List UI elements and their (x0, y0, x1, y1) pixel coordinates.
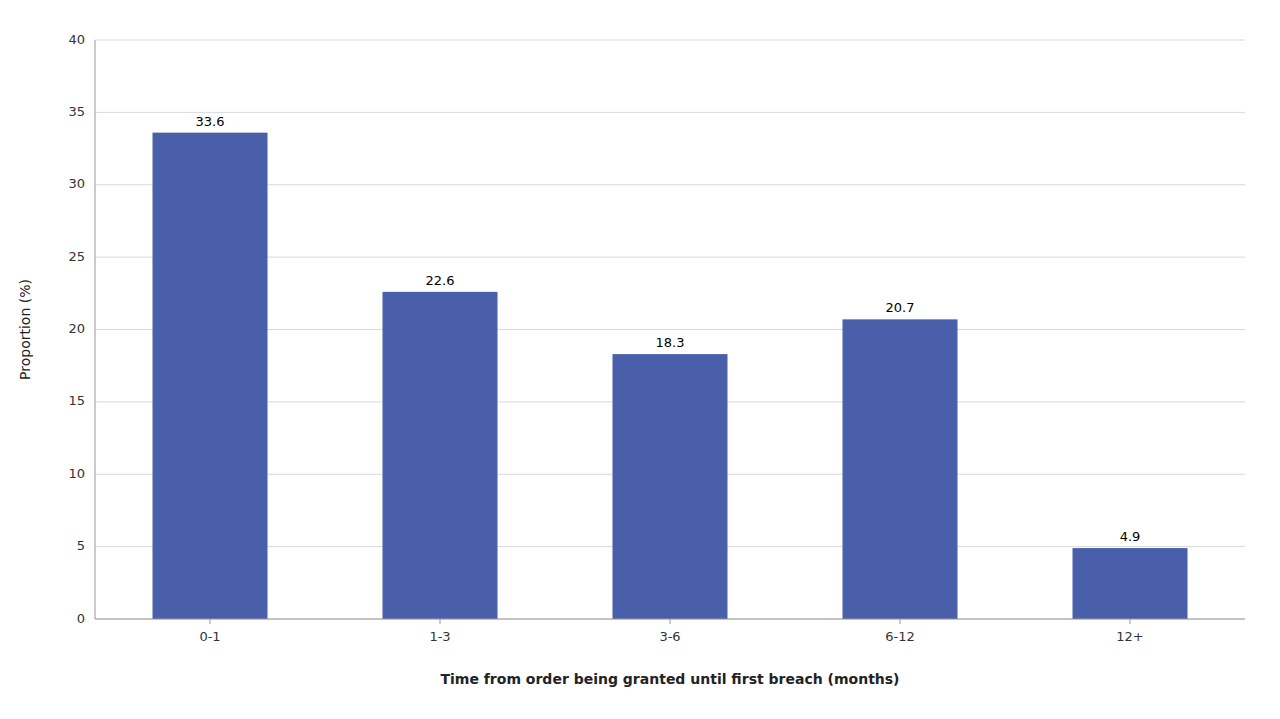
x-ticks: 0-1 1-3 3-6 6-12 12+ (199, 619, 1143, 644)
x-tick (670, 619, 671, 624)
grid-line (95, 112, 1245, 113)
y-axis-label: Proportion (%) (17, 279, 33, 380)
grid-line (95, 40, 1245, 41)
chart-container: 0 5 10 15 20 25 30 35 40 33.6 22.6 18.3 20.7 4.9 0-1 1-… (0, 0, 1280, 719)
bar (1073, 548, 1188, 619)
x-tick (1130, 619, 1131, 624)
background (0, 0, 1280, 719)
x-axis-label: Time from order being granted until firs… (440, 671, 899, 687)
bar (153, 133, 268, 619)
data-label: 20.7 (886, 300, 915, 315)
bar (613, 354, 728, 619)
chart-svg: 0 5 10 15 20 25 30 35 40 33.6 22.6 18.3 20.7 4.9 0-1 1-… (0, 0, 1280, 719)
y-tick-label: 15 (68, 393, 85, 408)
bars (153, 133, 1188, 619)
y-tick-label: 10 (68, 466, 85, 481)
y-axis-line (95, 40, 96, 619)
y-tick-label: 25 (68, 249, 85, 264)
x-tick-label: 0-1 (199, 629, 220, 644)
data-label: 18.3 (656, 335, 685, 350)
x-tick (210, 619, 211, 624)
bar (383, 292, 498, 619)
bar (843, 319, 958, 619)
axes (95, 40, 1245, 619)
y-tick-label: 20 (68, 321, 85, 336)
y-tick-label: 30 (68, 176, 85, 191)
x-tick (440, 619, 441, 624)
data-label: 22.6 (426, 273, 455, 288)
y-tick-label: 5 (77, 538, 85, 553)
x-tick-label: 6-12 (885, 629, 915, 644)
data-label: 33.6 (196, 114, 225, 129)
grid (95, 40, 1245, 619)
x-tick (900, 619, 901, 624)
y-ticks: 0 5 10 15 20 25 30 35 40 (68, 32, 85, 626)
data-labels: 33.6 22.6 18.3 20.7 4.9 (196, 114, 1141, 544)
x-tick-label: 1-3 (429, 629, 450, 644)
data-label: 4.9 (1120, 529, 1141, 544)
x-tick-label: 3-6 (659, 629, 680, 644)
y-tick-label: 0 (77, 611, 85, 626)
y-tick-label: 40 (68, 32, 85, 47)
y-tick-label: 35 (68, 104, 85, 119)
x-tick-label: 12+ (1116, 629, 1143, 644)
